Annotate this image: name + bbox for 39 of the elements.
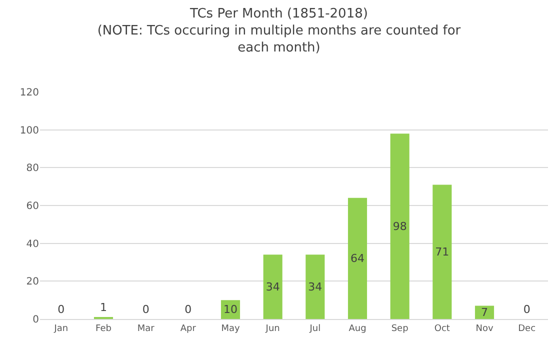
x-tick-label: May: [221, 324, 240, 334]
data-label: 71: [435, 245, 450, 258]
data-label: 34: [308, 280, 322, 294]
chart-subtitle: (NOTE: TCs occuring in multiple months are counted for each month): [97, 23, 462, 56]
bar: [390, 134, 410, 319]
bar: [432, 184, 452, 319]
y-tick-label: 0: [32, 314, 39, 326]
bar: [263, 254, 282, 319]
data-label: 10: [224, 303, 238, 316]
y-tick-label: 100: [20, 125, 39, 136]
y-tick-label: 60: [26, 201, 39, 212]
bar: [348, 198, 368, 319]
x-tick-label: Jan: [53, 324, 68, 334]
data-label: 0: [58, 303, 65, 316]
x-tick-label: Dec: [518, 324, 536, 334]
data-label: 34: [266, 280, 280, 294]
y-tick-label: 40: [26, 238, 39, 250]
y-tick-label: 80: [26, 163, 39, 174]
x-tick-label: Jul: [308, 324, 321, 334]
data-label: 98: [392, 220, 407, 233]
data-label: 1: [100, 301, 108, 314]
bar: [474, 306, 494, 319]
x-tick-label: Oct: [434, 324, 450, 334]
y-tick-label: 20: [26, 276, 39, 288]
data-label: 0: [523, 303, 530, 316]
data-label: 7: [481, 306, 488, 319]
data-label: 64: [350, 252, 365, 265]
y-tick-label: 120: [20, 88, 39, 98]
bar: [306, 254, 325, 319]
x-tick-label: Mar: [137, 324, 155, 334]
data-label: 0: [142, 303, 150, 316]
data-label: 0: [184, 303, 192, 316]
chart-title: TCs Per Month (1851-2018): [189, 6, 368, 22]
x-tick-label: Nov: [476, 324, 494, 334]
x-tick-label: Apr: [180, 324, 196, 334]
x-tick-label: Jun: [264, 324, 280, 334]
x-tick-label: Sep: [391, 324, 409, 334]
x-tick-label: Aug: [348, 324, 366, 334]
x-tick-label: Feb: [96, 324, 112, 334]
